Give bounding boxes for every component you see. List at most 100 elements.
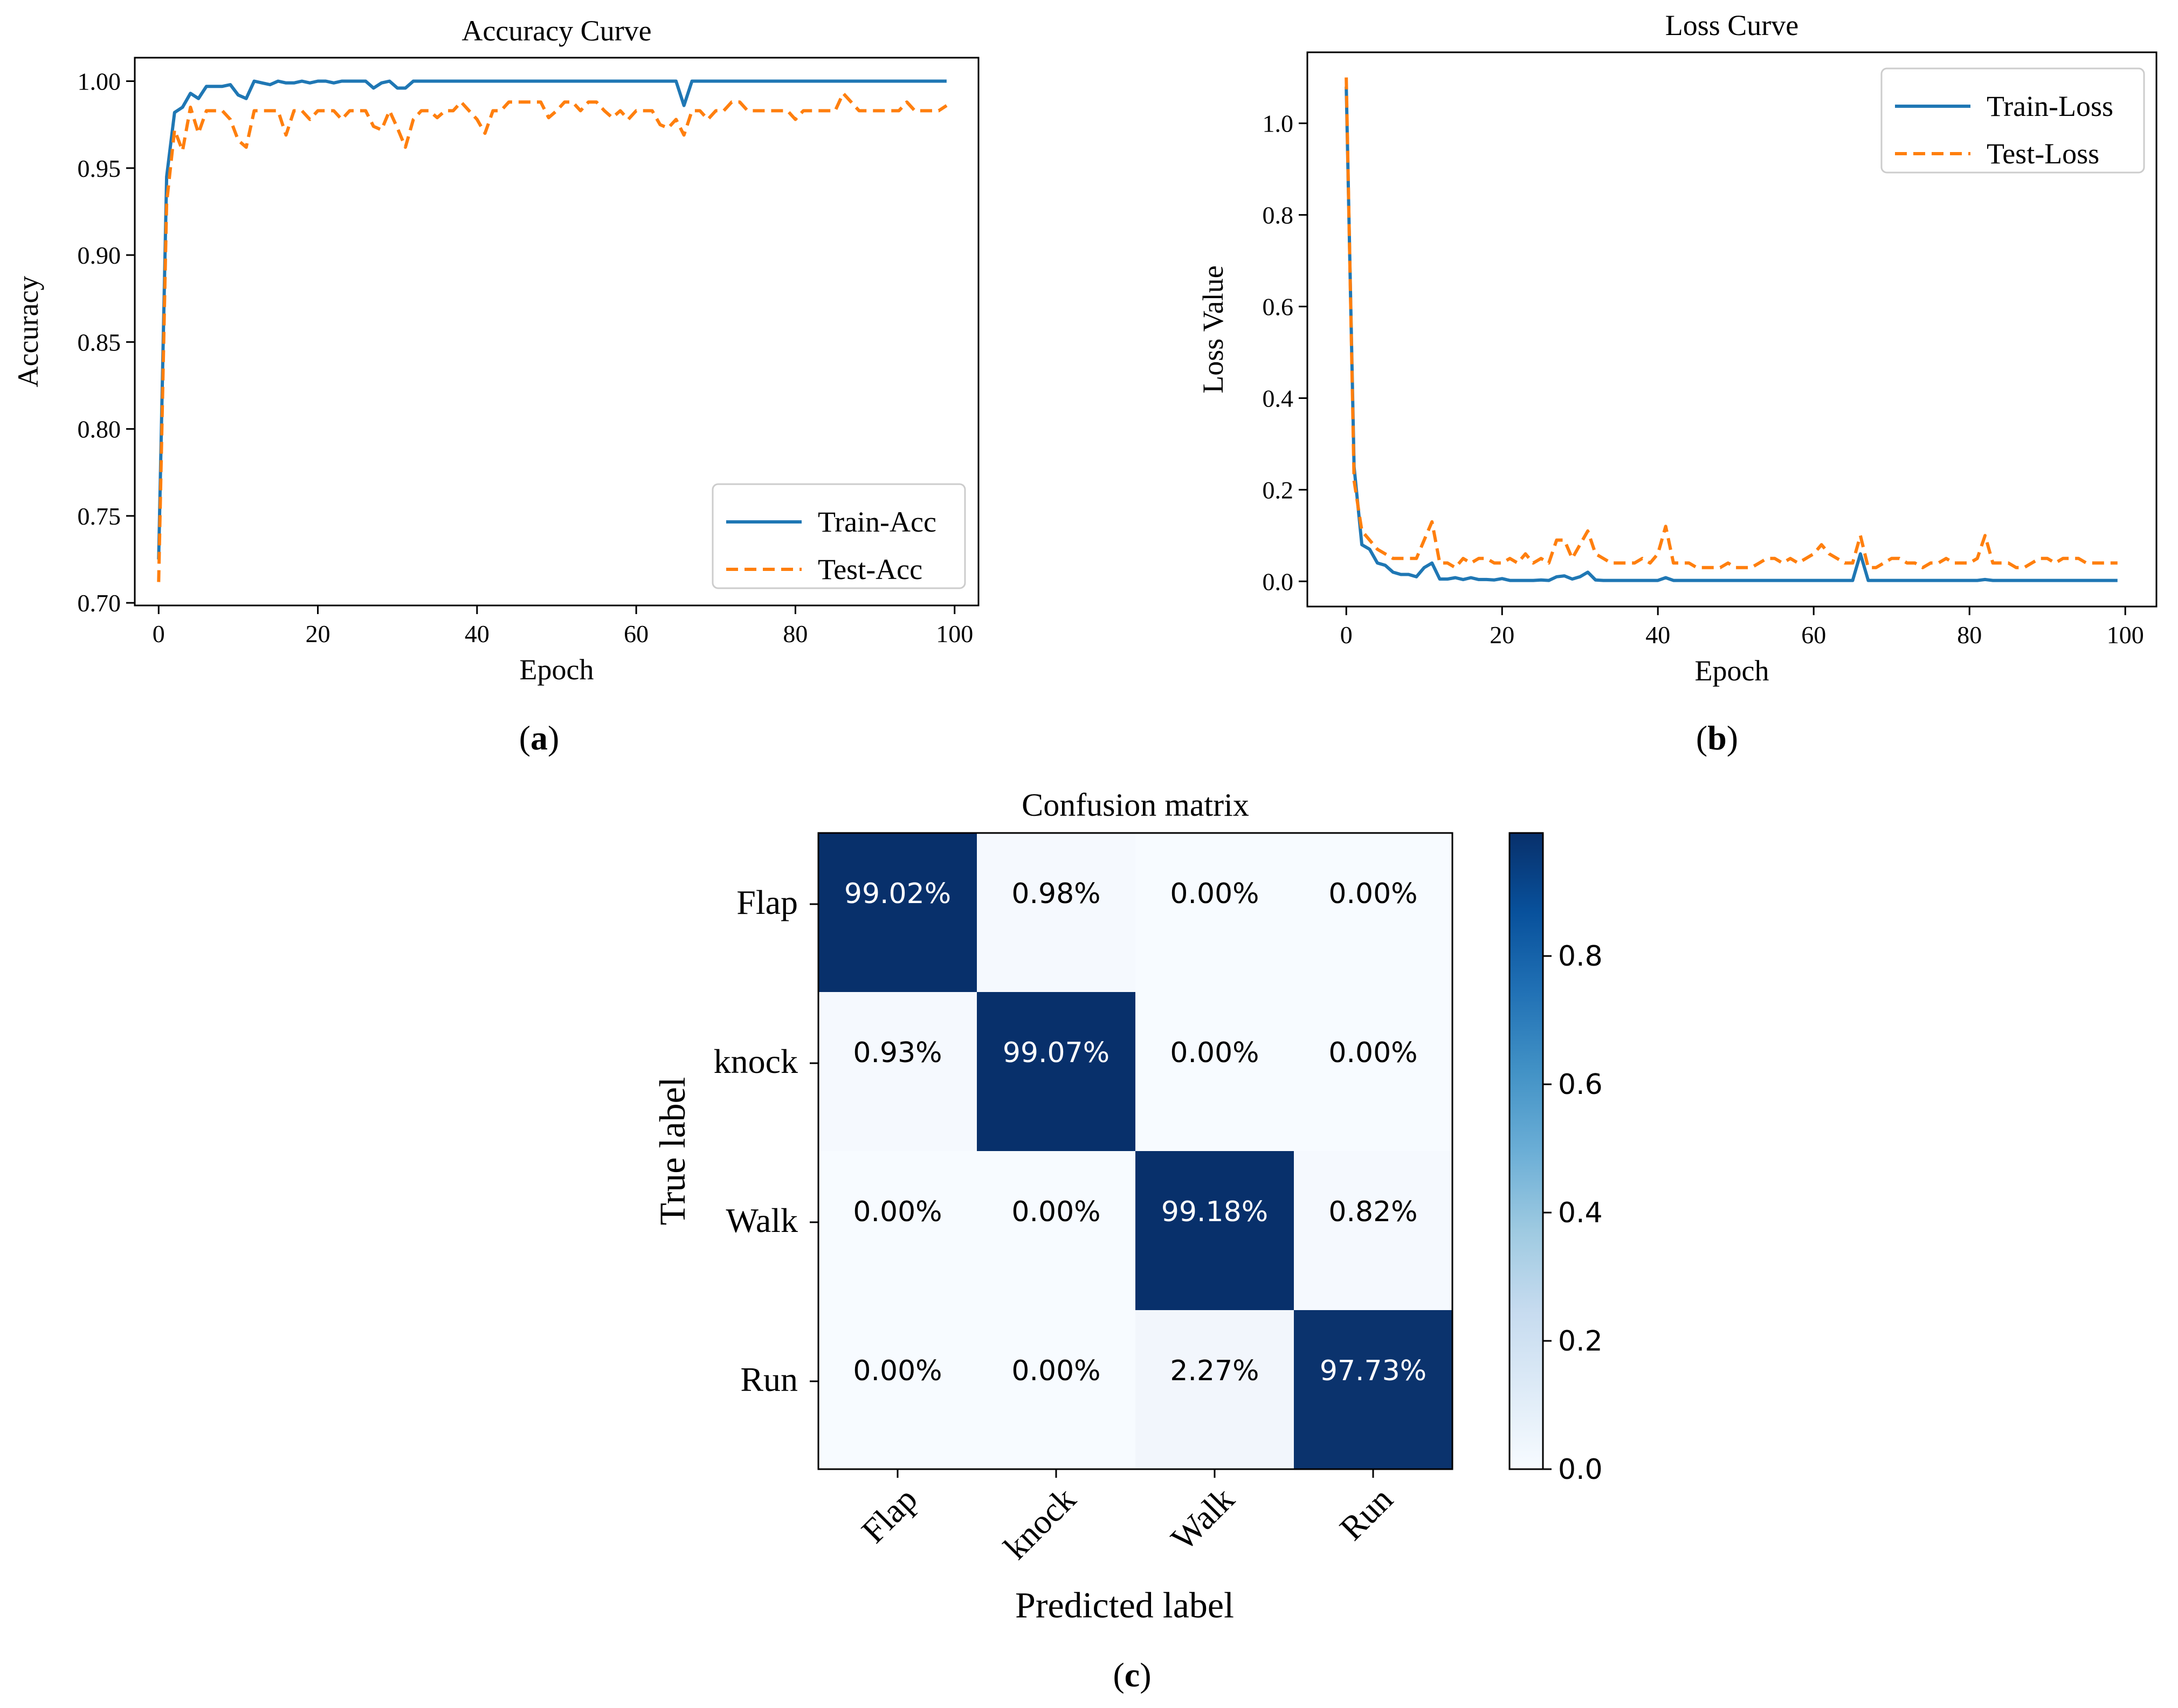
colorbar-tick-label: 0.4 <box>1558 1197 1603 1229</box>
cell-value-label: 2.27% <box>1170 1355 1259 1387</box>
column-label: Flap <box>854 1480 925 1551</box>
x-tick-label: 20 <box>1490 621 1514 649</box>
y-axis-label: Loss Value <box>1197 265 1229 394</box>
cell-value-label: 0.00% <box>1170 878 1259 910</box>
cell-value-label: 99.02% <box>844 878 951 910</box>
heatmap-cell <box>977 1310 1135 1469</box>
cell-value-label: 0.00% <box>853 1196 942 1228</box>
y-tick-label: 0.70 <box>78 589 121 617</box>
heatmap-cell <box>1294 833 1452 992</box>
x-tick-label: 60 <box>1801 621 1826 649</box>
heatmap-cell <box>1294 1151 1452 1310</box>
plot-frame <box>134 57 980 607</box>
loss-chart: Loss Curve 0 20 40 60 80 100 0.0 0.2 0.4 0.6 0.8 1.0… <box>1197 9 2158 687</box>
legend-label: Test-Loss <box>1987 137 2099 170</box>
y-tick-label: 1.00 <box>78 68 121 95</box>
chart-title: Accuracy Curve <box>461 15 651 47</box>
heatmap-cell <box>1135 992 1294 1151</box>
x-tick-label: 20 <box>306 620 330 648</box>
panel-caption-c: (c) <box>1113 1656 1151 1694</box>
legend-label: Test-Acc <box>818 553 922 586</box>
cell-value-label: 0.00% <box>1011 1196 1100 1228</box>
colorbar-tick-label: 0.2 <box>1558 1325 1603 1358</box>
series-line-train-acc <box>157 79 947 560</box>
y-tick-label: 0.4 <box>1263 384 1294 412</box>
cell-value-label: 0.93% <box>853 1037 942 1069</box>
x-tick-label: 80 <box>1957 621 1982 649</box>
panel-caption-a: (a) <box>519 719 560 757</box>
colorbar-tick-label: 0.6 <box>1558 1069 1603 1101</box>
heatmap-cell <box>977 833 1135 992</box>
panel-caption-b: (b) <box>1696 719 1738 757</box>
x-axis-label: Predicted label <box>1015 1585 1234 1626</box>
y-tick-label: 0.8 <box>1263 202 1294 229</box>
heatmap-cell <box>818 992 977 1151</box>
x-tick-label: 0 <box>1340 621 1353 649</box>
x-tick-label: 80 <box>783 620 808 648</box>
matrix-frame <box>817 832 1453 1470</box>
heatmap-cell <box>1294 992 1452 1151</box>
row-label: knock <box>714 1042 798 1080</box>
series-line-train-loss <box>1345 86 2118 582</box>
row-label: Walk <box>726 1201 798 1239</box>
y-tick-label: 0.75 <box>78 502 121 530</box>
row-label: Flap <box>736 883 798 921</box>
series-line-test-acc <box>157 92 948 582</box>
y-tick-label: 0.80 <box>78 416 121 443</box>
cell-value-label: 99.07% <box>1003 1037 1109 1069</box>
y-tick-label: 0.6 <box>1263 293 1294 321</box>
column-label: knock <box>996 1480 1083 1567</box>
heatmap-cell <box>818 1310 977 1469</box>
y-axis-label: True label <box>652 1077 693 1225</box>
cell-value-label: 0.00% <box>1170 1037 1259 1069</box>
plot-frame <box>1306 51 2158 608</box>
y-axis-label: Accuracy <box>12 276 44 388</box>
heatmap-cell <box>977 992 1135 1151</box>
cell-value-label: 0.00% <box>1328 878 1417 910</box>
cell-value-label: 97.73% <box>1320 1355 1426 1387</box>
y-tick-label: 1.0 <box>1263 110 1294 137</box>
x-tick-label: 0 <box>153 620 165 648</box>
cell-value-label: 0.00% <box>1011 1355 1100 1387</box>
colorbar-tick-label: 0.0 <box>1558 1454 1603 1486</box>
legend-label: Train-Acc <box>818 506 936 538</box>
chart-title: Confusion matrix <box>1022 787 1249 823</box>
chart-title: Loss Curve <box>1665 9 1798 42</box>
colorbar <box>1508 832 1544 1470</box>
x-tick-label: 40 <box>1645 621 1670 649</box>
cell-value-label: 0.82% <box>1328 1196 1417 1228</box>
x-axis-label: Epoch <box>520 653 594 686</box>
colorbar-tick-label: 0.8 <box>1558 940 1603 973</box>
column-label: Run <box>1332 1480 1400 1548</box>
series-line-test-loss <box>1345 77 2118 569</box>
y-tick-label: 0.85 <box>78 328 121 356</box>
heatmap-cell <box>977 1151 1135 1310</box>
confusion-matrix-chart: Confusion matrix 99.02% 0.98% 0.00% 0.00% 0.9… <box>652 787 1603 1626</box>
y-tick-label: 0.95 <box>78 155 121 182</box>
column-label: Walk <box>1163 1480 1242 1558</box>
cell-value-label: 99.18% <box>1161 1196 1268 1228</box>
x-tick-label: 40 <box>465 620 490 648</box>
x-axis-label: Epoch <box>1695 655 1769 687</box>
heatmap-cell <box>818 833 977 992</box>
accuracy-chart: Accuracy Curve 0 20 40 60 80 100 0.70 0.75 0.80 0.… <box>12 15 980 686</box>
heatmap-cell <box>1135 1310 1294 1469</box>
cell-value-label: 0.98% <box>1011 878 1100 910</box>
row-label: Run <box>740 1360 798 1399</box>
heatmap-cell <box>1135 833 1294 992</box>
heatmap-cell <box>1135 1151 1294 1310</box>
legend-box <box>1880 67 2145 174</box>
heatmap-cell <box>818 1151 977 1310</box>
legend-box <box>712 483 966 589</box>
x-tick-label: 100 <box>936 620 973 648</box>
heatmap-cell <box>1294 1310 1452 1469</box>
y-tick-label: 0.0 <box>1263 568 1294 595</box>
legend-label: Train-Loss <box>1987 90 2113 122</box>
y-tick-label: 0.2 <box>1263 476 1294 504</box>
x-tick-label: 60 <box>624 620 649 648</box>
cell-value-label: 0.00% <box>853 1355 942 1387</box>
x-tick-label: 100 <box>2107 621 2144 649</box>
y-tick-label: 0.90 <box>78 242 121 269</box>
cell-value-label: 0.00% <box>1328 1037 1417 1069</box>
